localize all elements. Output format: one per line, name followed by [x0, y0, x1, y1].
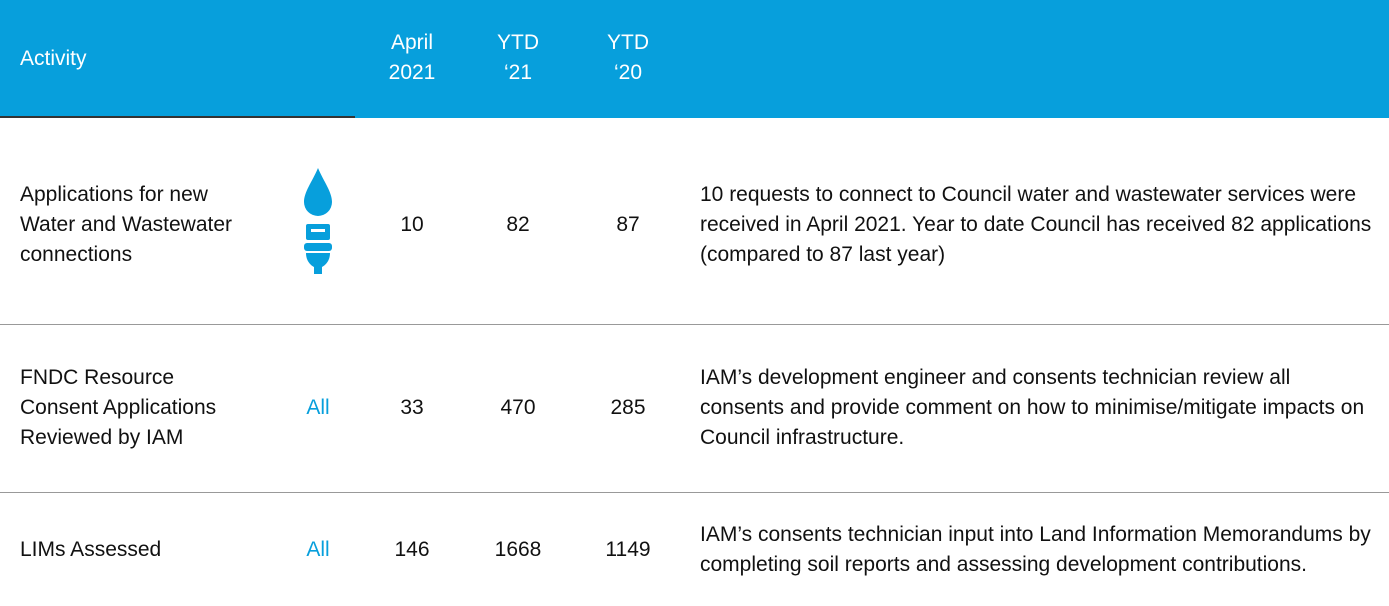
cell-ytd21: 1668: [494, 538, 542, 561]
header-cell: YTD ‘21: [497, 31, 539, 84]
scope: All: [306, 538, 330, 561]
description: IAM’s development engineer and consents …: [700, 366, 1365, 449]
activity: LIMs Assessed: [20, 538, 162, 561]
water-toilet-icon: [304, 167, 332, 274]
header-underline: [0, 116, 355, 118]
row-separator: [0, 492, 1389, 493]
description: IAM’s consents technician input into Lan…: [700, 523, 1371, 576]
table-row: Applications for new Water and Wastewate…: [0, 150, 1389, 300]
header-cell: YTD ‘20: [607, 31, 649, 84]
header-cell: April 2021: [388, 31, 436, 84]
row-separator: [0, 324, 1389, 325]
cell-april: 146: [394, 538, 430, 561]
cell-ytd20: 285: [610, 396, 646, 419]
cell-ytd21: 82: [506, 213, 530, 236]
cell-ytd20: 1149: [605, 538, 651, 561]
activity: FNDC Resource Consent Applications Revie…: [20, 366, 217, 449]
cell-april: 33: [400, 396, 424, 419]
description: 10 requests to connect to Council water …: [700, 183, 1372, 266]
table-row: FNDC Resource Consent Applications Revie…: [0, 333, 1389, 483]
cell-ytd21: 470: [500, 396, 536, 419]
header-cell: Activity: [20, 47, 87, 70]
cell-ytd20: 87: [616, 213, 640, 236]
activity: Applications for new Water and Wastewate…: [20, 183, 233, 266]
cell-april: 10: [400, 213, 424, 236]
icon: [280, 166, 356, 285]
scope: All: [306, 396, 330, 419]
table-header: Activity April 2021 YTD ‘21 YTD ‘20: [0, 0, 1389, 118]
table-row: LIMs Assessed All 146 1668 1149 IAM’s co…: [0, 500, 1389, 600]
